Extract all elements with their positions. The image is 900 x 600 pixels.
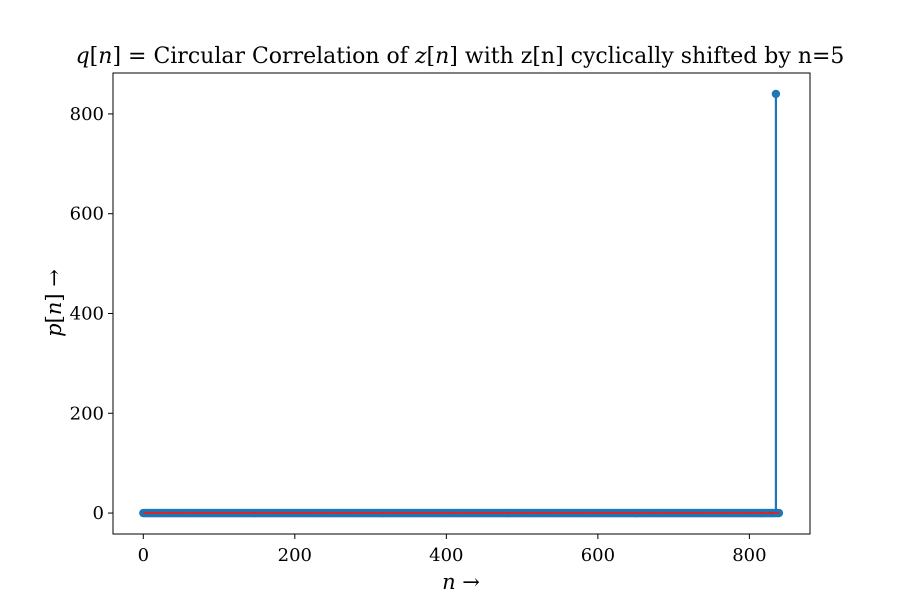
- y-axis-label: p[n] →: [42, 269, 66, 337]
- y-axis-ticks: 0 200 400 600 800: [70, 104, 113, 524]
- x-tick-label: 200: [278, 545, 312, 566]
- y-tick-label: 200: [70, 403, 104, 424]
- y-tick-label: 600: [70, 204, 104, 225]
- x-tick-label: 0: [138, 545, 149, 566]
- stem-marker: [771, 89, 781, 99]
- y-tick-label: 0: [93, 503, 104, 524]
- plot-area: [139, 89, 784, 518]
- x-tick-label: 600: [581, 545, 615, 566]
- y-tick-label: 400: [70, 303, 104, 324]
- axes-frame: [112, 72, 811, 535]
- x-axis-ticks: 0 200 400 600 800: [138, 534, 767, 566]
- chart-title: q[n] = Circular Correlation of z[n] with…: [76, 44, 845, 69]
- y-tick-label: 800: [70, 104, 104, 125]
- x-tick-label: 800: [732, 545, 766, 566]
- x-axis-label: n →: [442, 570, 480, 594]
- x-tick-label: 400: [429, 545, 463, 566]
